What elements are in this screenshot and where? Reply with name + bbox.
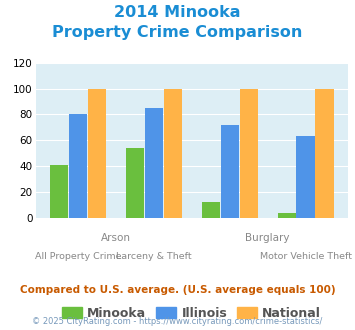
Text: Arson: Arson: [101, 233, 131, 243]
Text: Motor Vehicle Theft: Motor Vehicle Theft: [260, 252, 351, 261]
Bar: [278, 213, 296, 218]
Bar: [144, 108, 163, 218]
Text: All Property Crime: All Property Crime: [34, 252, 121, 261]
Bar: [296, 136, 315, 218]
Legend: Minooka, Illinois, National: Minooka, Illinois, National: [57, 302, 326, 325]
Bar: [220, 125, 239, 218]
Bar: [50, 165, 68, 218]
Bar: [69, 115, 87, 218]
Text: Larceny & Theft: Larceny & Theft: [116, 252, 192, 261]
Text: 2014 Minooka: 2014 Minooka: [114, 5, 241, 20]
Bar: [88, 88, 106, 218]
Bar: [202, 202, 220, 218]
Text: Burglary: Burglary: [245, 233, 290, 243]
Bar: [164, 88, 182, 218]
Bar: [240, 88, 258, 218]
Bar: [126, 148, 144, 218]
Text: © 2025 CityRating.com - https://www.cityrating.com/crime-statistics/: © 2025 CityRating.com - https://www.city…: [32, 317, 323, 326]
Text: Compared to U.S. average. (U.S. average equals 100): Compared to U.S. average. (U.S. average …: [20, 285, 335, 295]
Bar: [316, 88, 334, 218]
Text: Property Crime Comparison: Property Crime Comparison: [52, 25, 303, 40]
